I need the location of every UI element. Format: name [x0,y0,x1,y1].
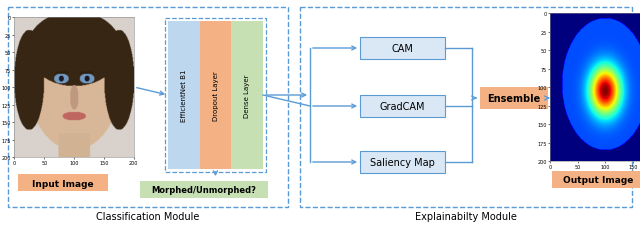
Bar [300,8,632,207]
Bar [360,151,445,173]
Bar [200,22,231,169]
Bar [480,88,548,109]
Bar [18,174,108,191]
Bar [8,8,288,207]
Bar [360,38,445,60]
Text: Input Image: Input Image [32,180,94,189]
Text: Classification Module: Classification Module [96,211,200,221]
Text: Output Image: Output Image [563,176,633,185]
Text: Saliency Map: Saliency Map [370,157,435,167]
Bar [552,171,640,188]
Text: CAM: CAM [392,44,413,54]
Text: GradCAM: GradCAM [380,102,425,112]
Text: Explainabilty Module: Explainabilty Module [415,211,517,221]
Bar [231,22,263,169]
Text: EfficientNet B1: EfficientNet B1 [181,70,187,122]
Text: Dense Layer: Dense Layer [244,74,250,117]
Bar [165,19,266,172]
Bar [140,181,268,198]
Text: Morphed/Unmorphed?: Morphed/Unmorphed? [152,186,257,195]
Text: Ensemble: Ensemble [488,94,541,103]
Text: Dropout Layer: Dropout Layer [212,71,218,120]
Bar [168,22,200,169]
Bar [360,96,445,118]
